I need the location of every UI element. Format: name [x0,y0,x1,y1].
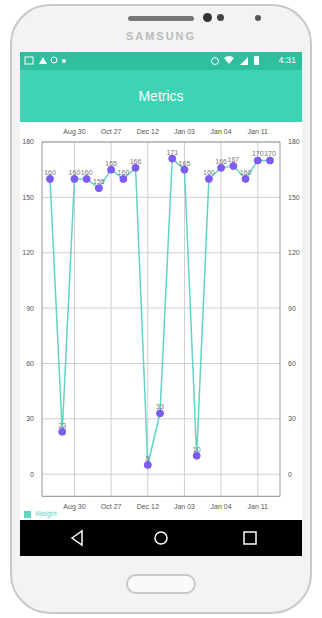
svg-text:Jan 11: Jan 11 [248,128,269,135]
svg-text:0: 0 [30,471,34,478]
svg-text:60: 60 [288,360,296,367]
svg-text:90: 90 [288,305,296,312]
svg-text:Dec 12: Dec 12 [137,128,159,135]
html-text:Weight: Weight [35,510,57,518]
svg-text:90: 90 [26,305,34,312]
svg-text:10: 10 [193,446,201,453]
html-text:SAMSUNG: SAMSUNG [125,30,197,42]
svg-text:60: 60 [26,360,34,367]
svg-text:160: 160 [203,169,215,176]
svg-text:160: 160 [240,169,252,176]
svg-text:160: 160 [117,169,129,176]
html-text:Metrics: Metrics [138,88,184,104]
svg-text:5: 5 [146,455,150,462]
svg-text:160: 160 [44,169,56,176]
svg-text:150: 150 [22,194,34,201]
svg-text:Jan 03: Jan 03 [174,503,195,510]
svg-text:160: 160 [81,169,93,176]
svg-text:Jan 04: Jan 04 [211,128,232,135]
svg-text:120: 120 [288,249,300,256]
svg-text:180: 180 [22,138,34,145]
svg-text:30: 30 [26,415,34,422]
svg-text:33: 33 [156,403,164,410]
svg-text:Jan 03: Jan 03 [174,128,195,135]
svg-text:166: 166 [130,158,142,165]
svg-text:30: 30 [288,415,296,422]
svg-text:165: 165 [179,160,191,167]
html-text:4:31: 4:31 [278,55,296,65]
svg-text:160: 160 [69,169,81,176]
svg-text:Dec 12: Dec 12 [137,503,159,510]
svg-text:Aug 30: Aug 30 [63,503,85,511]
svg-text:155: 155 [93,178,105,185]
svg-text:0: 0 [288,471,292,478]
svg-text:166: 166 [215,158,227,165]
svg-text:170: 170 [252,150,264,157]
svg-text:171: 171 [166,149,178,156]
svg-text:180: 180 [288,138,300,145]
svg-text:Jan 11: Jan 11 [248,503,269,510]
svg-text:Jan 04: Jan 04 [211,503,232,510]
svg-text:167: 167 [227,156,239,163]
svg-text:23: 23 [58,422,66,429]
svg-text:165: 165 [105,160,117,167]
svg-text:Aug 30: Aug 30 [63,128,85,136]
svg-text:120: 120 [22,249,34,256]
svg-text:170: 170 [264,150,276,157]
svg-text:Oct 27: Oct 27 [101,503,122,510]
svg-text:150: 150 [288,194,300,201]
svg-text:Oct 27: Oct 27 [101,128,122,135]
